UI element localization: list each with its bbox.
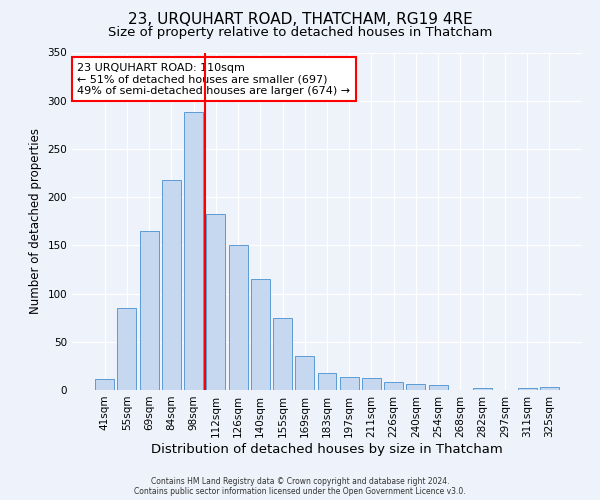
Bar	[340, 378, 359, 390]
Bar	[184, 112, 203, 390]
Bar	[518, 388, 536, 390]
Bar	[162, 180, 181, 390]
Bar	[95, 380, 114, 390]
Bar	[406, 384, 425, 390]
Text: 23, URQUHART ROAD, THATCHAM, RG19 4RE: 23, URQUHART ROAD, THATCHAM, RG19 4RE	[128, 12, 472, 28]
Bar	[251, 279, 270, 390]
Bar	[362, 378, 381, 390]
Bar	[429, 385, 448, 390]
Bar	[317, 372, 337, 390]
Bar	[473, 388, 492, 390]
Bar	[295, 356, 314, 390]
Text: Size of property relative to detached houses in Thatcham: Size of property relative to detached ho…	[108, 26, 492, 39]
Y-axis label: Number of detached properties: Number of detached properties	[29, 128, 42, 314]
Bar	[384, 382, 403, 390]
Text: 23 URQUHART ROAD: 110sqm
← 51% of detached houses are smaller (697)
49% of semi-: 23 URQUHART ROAD: 110sqm ← 51% of detach…	[77, 62, 350, 96]
Bar	[140, 231, 158, 390]
Bar	[229, 246, 248, 390]
Bar	[273, 318, 292, 390]
Text: Contains HM Land Registry data © Crown copyright and database right 2024.
Contai: Contains HM Land Registry data © Crown c…	[134, 476, 466, 496]
Bar	[540, 387, 559, 390]
X-axis label: Distribution of detached houses by size in Thatcham: Distribution of detached houses by size …	[151, 442, 503, 456]
Bar	[118, 308, 136, 390]
Bar	[206, 214, 225, 390]
